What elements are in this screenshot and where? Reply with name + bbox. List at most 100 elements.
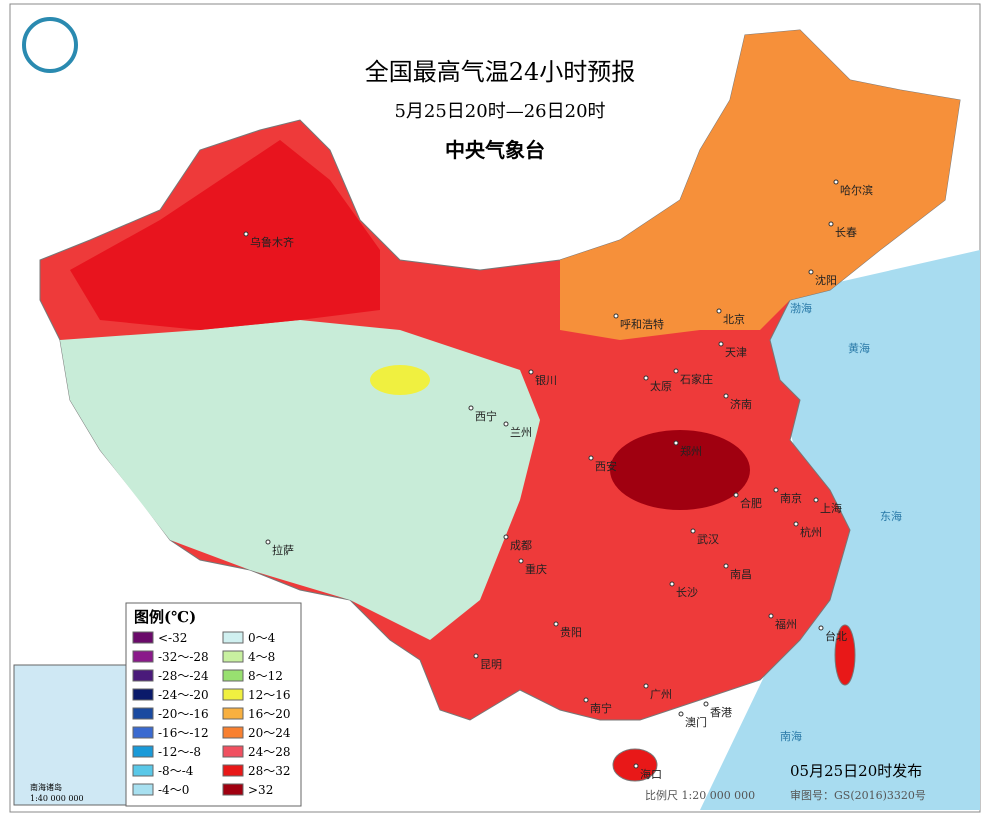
city-dot [583,697,589,703]
region-xinjiang [70,140,380,330]
legend-label: <-32 [158,631,187,645]
city-dot [793,521,799,527]
legend-swatch [132,688,154,701]
city-label: 海口 [640,767,662,781]
city-label: 郑州 [680,444,702,458]
legend-swatch [132,631,154,644]
city-label: 天津 [725,346,747,359]
city-label: 济南 [730,397,752,411]
legend-label: -8～-4 [158,764,194,778]
legend-swatch [132,764,154,777]
city-label: 沈阳 [815,273,837,287]
legend-swatch [132,669,154,682]
sea-label: 东海 [880,509,902,523]
legend-swatch [222,726,244,739]
city-dot [833,179,839,185]
legend-swatch [222,631,244,644]
publisher: 中央气象台 [445,138,545,162]
region-cool [370,365,430,395]
sea-label: 南海 [780,729,802,743]
city-dot [768,613,774,619]
sea-label: 渤海 [790,301,812,315]
legend-swatch [132,726,154,739]
city-label: 西宁 [475,409,497,423]
city-dot [633,763,639,769]
city-label: 长春 [835,226,857,239]
legend-label: 20～24 [248,726,291,740]
legend-label: -4～0 [158,783,189,797]
city-label: 拉萨 [272,543,294,557]
city-dot [613,313,619,319]
city-label: 银川 [535,373,557,387]
city-label: 广州 [650,688,672,701]
city-label: 重庆 [525,562,547,576]
city-dot [733,492,739,498]
city-dot [503,534,509,540]
city-label: 武汉 [697,533,719,546]
city-label: 成都 [510,539,532,552]
city-label: 南宁 [590,701,612,715]
region-plateau [60,320,540,640]
approval: 审图号：GS(2016)3320号 [790,788,926,802]
scale: 比例尺 1:20 000 000 [645,788,755,802]
city-label: 贵阳 [560,626,582,639]
city-label: 西安 [595,459,617,473]
legend-label: 8～12 [248,669,283,683]
city-dot [553,621,559,627]
legend-label: -20～-16 [158,707,209,721]
city-label: 北京 [723,312,745,326]
city-label: 长沙 [676,586,698,599]
legend-swatch [222,688,244,701]
legend-swatch [222,707,244,720]
city-label: 台北 [825,629,847,643]
legend-swatch [132,650,154,663]
taiwan [834,624,856,686]
legend-label: 12～16 [248,688,291,702]
legend-label: 24～28 [248,745,291,759]
title: 全国最高气温24小时预报 [365,58,636,86]
city-dot [468,405,474,411]
legend-swatch [222,669,244,682]
legend-label: -32～-28 [158,650,209,664]
city-label: 南京 [780,491,802,505]
city-label: 哈尔滨 [840,183,873,197]
logo [22,17,78,73]
city-label: 杭州 [800,525,822,539]
region-hot [610,430,750,510]
city-dot [673,440,679,446]
city-dot [673,368,679,374]
city-dot [818,625,824,631]
sea-label: 黄海 [848,341,870,355]
city-dot [518,558,524,564]
city-dot [669,581,675,587]
city-label: 乌鲁木齐 [250,235,294,249]
city-label: 南昌 [730,568,752,581]
legend-label: -28～-24 [158,669,209,683]
city-label: 昆明 [480,658,502,671]
inset-scale: 1:40 000 000 [30,794,84,803]
city-dot [813,497,819,503]
legend [125,602,302,807]
legend-label: 0～4 [248,631,276,645]
legend-label: 16～20 [248,707,291,721]
city-dot [703,701,709,707]
city-dot [265,539,271,545]
legend-label: 28～32 [248,764,291,778]
city-dot [690,528,696,534]
city-label: 福州 [775,617,797,631]
legend-swatch [222,650,244,663]
city-dot [588,455,594,461]
release: 05月25日20时发布 [790,762,922,780]
city-label: 呼和浩特 [620,317,664,331]
city-dot [773,487,779,493]
city-label: 合肥 [740,496,762,510]
region-northeast [560,30,960,340]
legend-swatch [222,764,244,777]
city-dot [528,369,534,375]
city-label: 太原 [650,380,672,393]
legend-label: 4～8 [248,650,275,664]
city-dot [718,341,724,347]
city-label: 兰州 [510,426,532,439]
city-dot [473,653,479,659]
legend-swatch [132,745,154,758]
